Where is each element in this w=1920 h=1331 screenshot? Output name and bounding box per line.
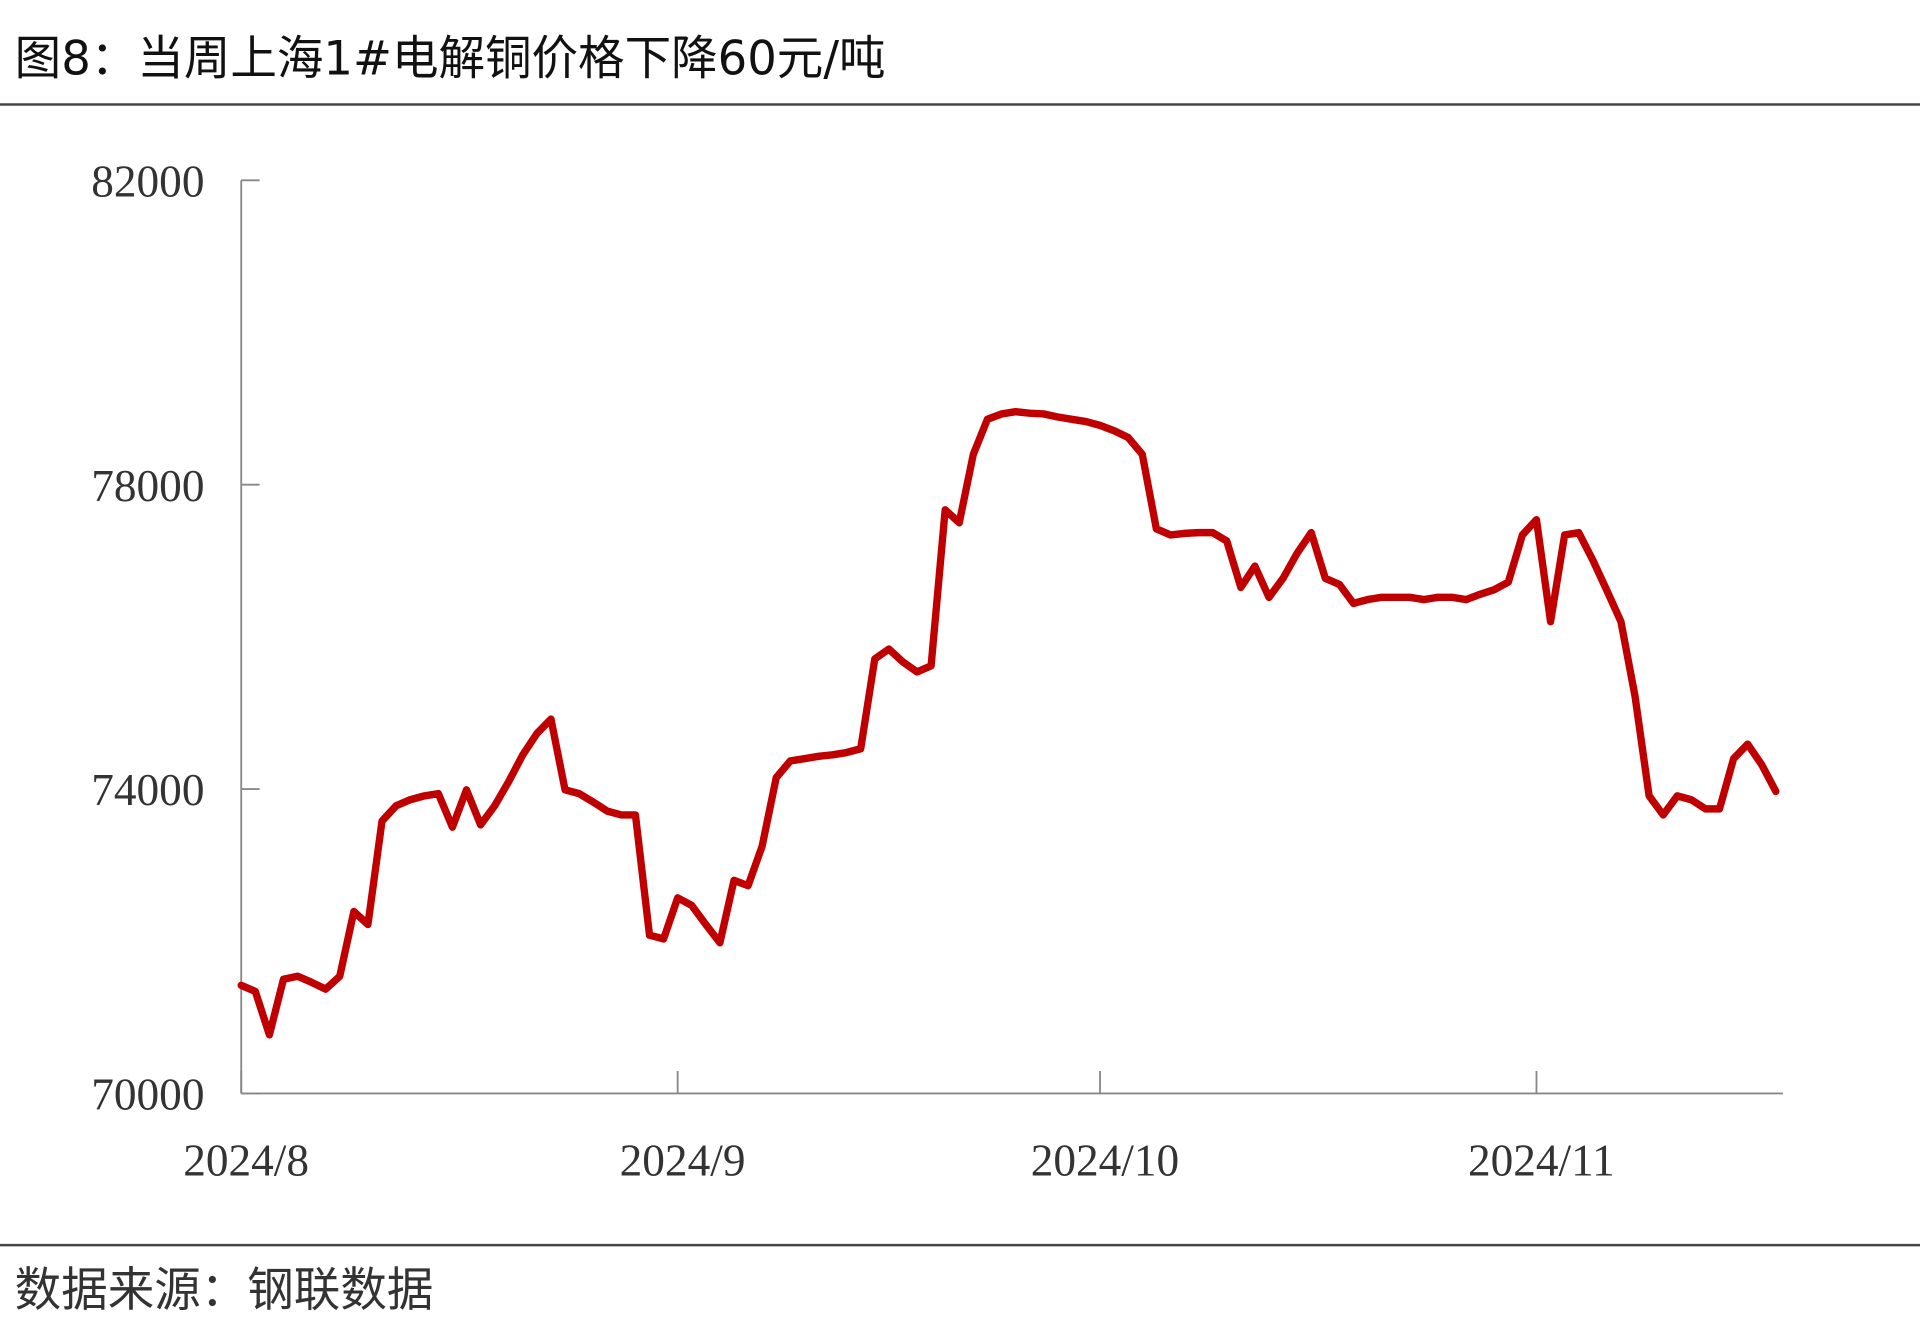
source-note: 数据来源：钢联数据 bbox=[15, 1265, 434, 1317]
y-tick-label: 78000 bbox=[91, 460, 204, 511]
y-tick-label: 82000 bbox=[91, 155, 204, 206]
price-line bbox=[237, 407, 1780, 1039]
x-tick-label: 2024/9 bbox=[620, 1134, 746, 1185]
chart-title: 图8：当周上海1#电解铜价格下降60元/吨 bbox=[15, 31, 886, 86]
y-tick-label: 70000 bbox=[91, 1068, 204, 1119]
y-tick-label: 74000 bbox=[91, 764, 204, 815]
x-tick-label: 2024/8 bbox=[183, 1134, 309, 1185]
x-tick-label: 2024/10 bbox=[1031, 1134, 1179, 1185]
x-tick-label: 2024/11 bbox=[1468, 1134, 1615, 1185]
